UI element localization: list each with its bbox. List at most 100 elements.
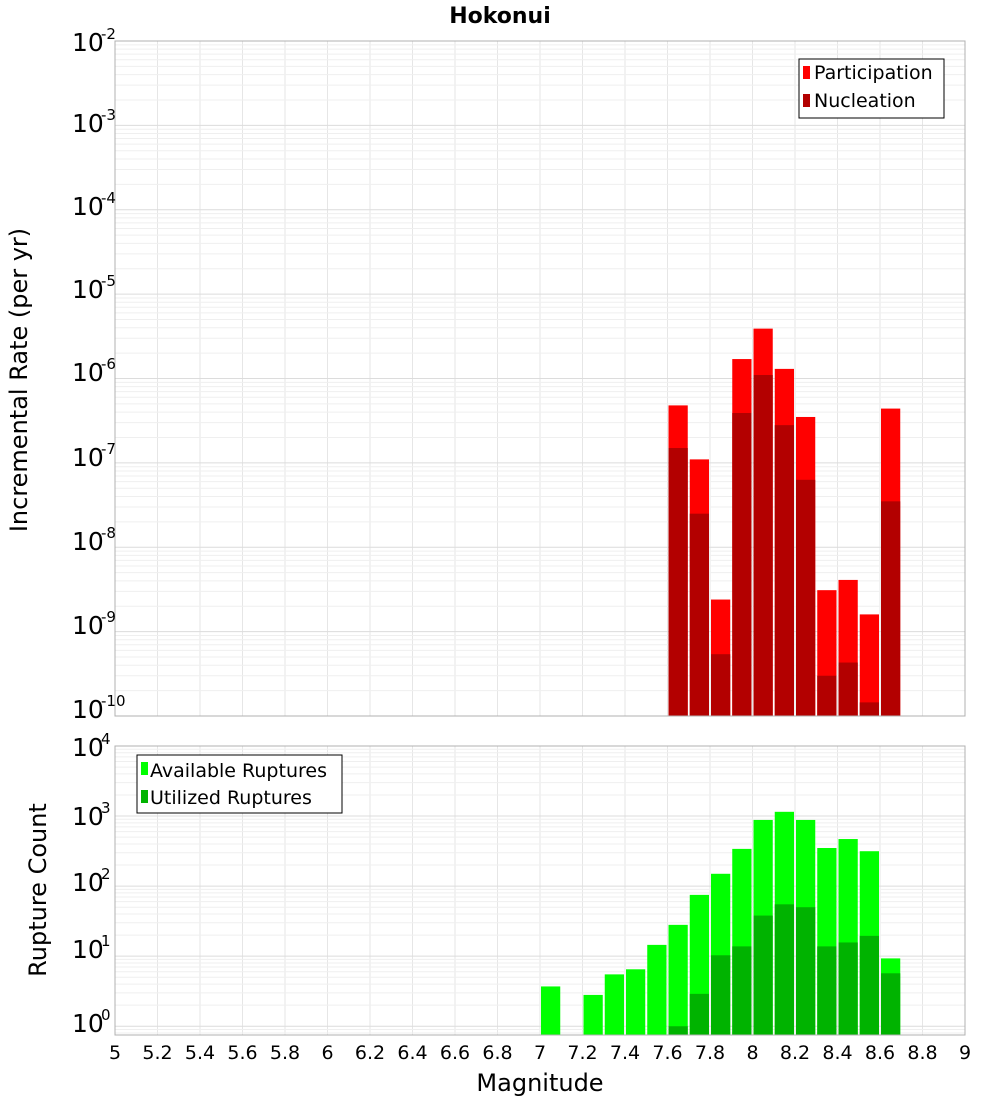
bottom-legend: Available Ruptures Utilized Ruptures <box>136 754 343 814</box>
top-plot-frame <box>114 40 966 717</box>
y-tick-exponent: -10 <box>101 692 126 710</box>
bar-available-ruptures-7_35 <box>604 974 624 1035</box>
legend-label-utilized: Utilized Ruptures <box>150 787 312 809</box>
legend-swatch-available <box>141 762 148 775</box>
bar-utilized-ruptures-8_05 <box>753 915 773 1035</box>
x-tick-label: 8.8 <box>907 1042 937 1064</box>
bar-nucleation-7_65 <box>668 448 688 716</box>
bar-available-ruptures-7_55 <box>647 944 667 1035</box>
x-tick-label: 7.8 <box>695 1042 725 1064</box>
y-tick-label: 10 <box>72 935 104 964</box>
legend-swatch-nucleation <box>803 94 810 107</box>
y-tick-exponent: -3 <box>101 106 116 124</box>
y-tick-exponent: 0 <box>101 1006 111 1024</box>
bar-available-ruptures-7_05 <box>541 986 561 1035</box>
bar-utilized-ruptures-8_15 <box>774 904 794 1035</box>
top-legend: Participation Nucleation <box>798 58 945 119</box>
bar-nucleation-7_75 <box>689 513 709 716</box>
bar-available-ruptures-7_65 <box>668 924 688 1035</box>
y-tick-label: 10 <box>72 358 104 387</box>
bottom-xticks: 5 5.2 5.4 5.6 5.8 6 6.2 6.4 6.6 6.8 7 7.2 7.4 7.6 7.8 8… <box>109 1042 971 1064</box>
bar-nucleation-7_85 <box>711 654 731 716</box>
bar-utilized-ruptures-7_65 <box>668 1026 688 1035</box>
legend-swatch-participation <box>803 66 810 79</box>
x-tick-label: 8.4 <box>822 1042 852 1064</box>
bar-utilized-ruptures-8_55 <box>859 935 879 1035</box>
y-tick-label: 10 <box>72 733 104 762</box>
y-tick-label: 10 <box>72 868 104 897</box>
y-tick-label: 10 <box>72 695 104 724</box>
y-tick-exponent: -5 <box>101 272 116 290</box>
bar-utilized-ruptures-8_65 <box>881 973 901 1035</box>
x-tick-label: 8.6 <box>865 1042 895 1064</box>
legend-label-participation: Participation <box>814 62 933 84</box>
top-bars <box>668 328 901 716</box>
y-tick-label: 10 <box>72 109 104 138</box>
top-y-axis-label: Incremental Rate (per yr) <box>5 228 33 532</box>
y-tick-label: 10 <box>72 1009 104 1038</box>
x-tick-label: 6.8 <box>482 1042 512 1064</box>
y-tick-exponent: 2 <box>101 865 111 883</box>
top-yticks: 10-210-310-410-510-610-710-810-910-10 <box>72 25 126 724</box>
legend-label-available: Available Ruptures <box>150 760 327 782</box>
x-tick-label: 8 <box>746 1042 758 1064</box>
x-tick-label: 5.6 <box>227 1042 257 1064</box>
x-tick-label: 7.4 <box>610 1042 640 1064</box>
y-tick-label: 10 <box>72 28 104 57</box>
x-tick-label: 5 <box>109 1042 121 1064</box>
y-tick-exponent: -7 <box>101 440 116 458</box>
x-axis-label: Magnitude <box>476 1069 603 1097</box>
x-tick-label: 8.2 <box>780 1042 810 1064</box>
x-tick-label: 6 <box>321 1042 333 1064</box>
x-tick-label: 6.6 <box>440 1042 470 1064</box>
y-tick-exponent: 4 <box>101 730 111 748</box>
chart-title: Hokonui <box>449 4 551 29</box>
x-tick-label: 6.2 <box>355 1042 385 1064</box>
bottom-y-axis-label: Rupture Count <box>24 803 52 977</box>
y-tick-exponent: 1 <box>101 932 111 950</box>
x-tick-label: 7.2 <box>567 1042 597 1064</box>
top-grid <box>114 41 966 717</box>
y-tick-exponent: -8 <box>101 524 116 542</box>
x-tick-label: 7 <box>534 1042 546 1064</box>
bar-utilized-ruptures-8_35 <box>817 946 837 1035</box>
bar-available-ruptures-7_25 <box>583 994 603 1035</box>
x-tick-label: 7.6 <box>652 1042 682 1064</box>
y-tick-exponent: -9 <box>101 608 116 626</box>
y-tick-label: 10 <box>72 275 104 304</box>
y-tick-label: 10 <box>72 443 104 472</box>
y-tick-exponent: -2 <box>101 25 116 43</box>
bar-utilized-ruptures-7_75 <box>689 993 709 1035</box>
top-legend-box <box>798 58 945 119</box>
bottom-plot-frame <box>114 745 966 1036</box>
bottom-bars <box>541 811 901 1035</box>
y-tick-label: 10 <box>72 611 104 640</box>
bar-utilized-ruptures-8_45 <box>838 942 858 1035</box>
y-tick-label: 10 <box>72 802 104 831</box>
bar-nucleation-7_95 <box>732 413 752 716</box>
bar-available-ruptures-7_45 <box>626 969 646 1035</box>
y-tick-exponent: 3 <box>101 799 111 817</box>
top-panel: 10-210-310-410-510-610-710-810-910-10 In… <box>5 25 966 724</box>
y-tick-exponent: -6 <box>101 355 116 373</box>
bar-nucleation-8_25 <box>796 479 816 716</box>
y-tick-exponent: -4 <box>101 189 116 207</box>
x-tick-label: 5.4 <box>185 1042 215 1064</box>
bottom-legend-box <box>136 754 343 814</box>
x-tick-label: 9 <box>959 1042 971 1064</box>
y-tick-label: 10 <box>72 527 104 556</box>
bar-utilized-ruptures-8_25 <box>796 907 816 1035</box>
bar-utilized-ruptures-7_95 <box>732 946 752 1035</box>
x-tick-label: 6.4 <box>397 1042 427 1064</box>
bar-participation-8_55 <box>859 614 879 716</box>
y-tick-label: 10 <box>72 192 104 221</box>
bar-nucleation-8_05 <box>753 375 773 716</box>
bar-nucleation-8_55 <box>859 702 879 716</box>
bar-nucleation-8_15 <box>774 425 794 716</box>
bar-utilized-ruptures-7_85 <box>711 955 731 1035</box>
bar-nucleation-8_45 <box>838 662 858 716</box>
legend-swatch-utilized <box>141 790 148 803</box>
